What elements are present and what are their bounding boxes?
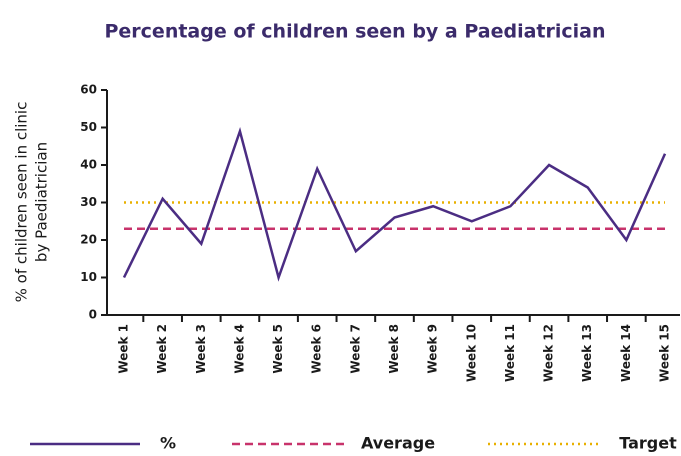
x-tick-label: Week 8 <box>387 324 401 374</box>
y-tick-label: 20 <box>80 233 97 247</box>
y-tick-label: 30 <box>80 195 97 209</box>
y-axis-label: % of children seen in clinic by Paediatr… <box>13 102 51 303</box>
x-tick-label: Week 10 <box>464 324 478 382</box>
x-tick-label: Week 6 <box>310 324 324 374</box>
legend-label: Target <box>619 434 677 453</box>
x-tick-label: Week 13 <box>580 324 594 382</box>
x-tick-label: Week 3 <box>194 324 208 374</box>
y-tick-label: 60 <box>80 83 97 97</box>
y-tick-label: 50 <box>80 120 97 134</box>
x-tick-label: Week 9 <box>426 324 440 374</box>
chart-title: Percentage of children seen by a Paediat… <box>104 21 605 43</box>
x-tick-label: Week 15 <box>658 324 672 382</box>
x-tick-label: Week 5 <box>271 324 285 374</box>
legend-label: % <box>160 434 176 453</box>
y-axis-label-line: % of children seen in clinic <box>13 102 31 303</box>
x-tick-label: Week 2 <box>155 324 169 374</box>
y-tick-label: 40 <box>80 158 97 172</box>
x-tick-label: Week 14 <box>619 324 633 382</box>
x-tick-label: Week 1 <box>117 324 131 374</box>
x-tick-label: Week 11 <box>503 324 517 382</box>
series-line <box>122 126 667 282</box>
legend-label: Average <box>361 434 435 453</box>
x-tick-label: Week 4 <box>232 324 246 374</box>
y-axis-label-line: by Paediatrician <box>33 142 51 262</box>
y-tick-label: 10 <box>80 270 97 284</box>
y-tick-label: 0 <box>89 308 97 322</box>
x-tick-label: Week 7 <box>348 324 362 374</box>
x-tick-label: Week 12 <box>542 324 556 382</box>
